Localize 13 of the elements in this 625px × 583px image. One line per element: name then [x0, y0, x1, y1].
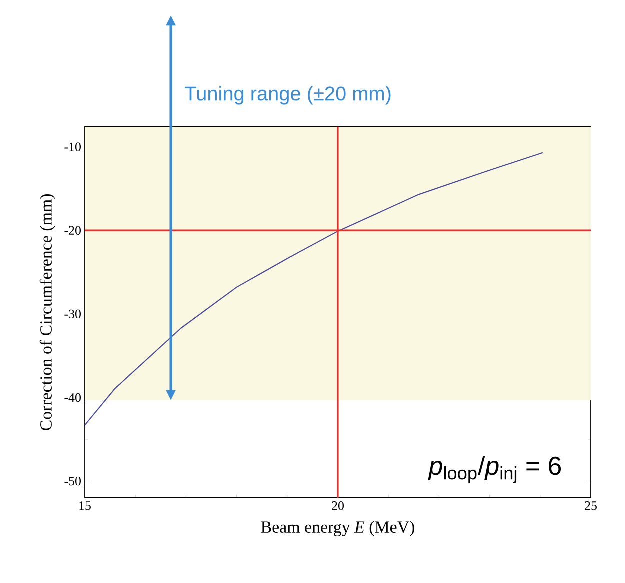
y-tick-label: -30	[64, 310, 81, 319]
annotation: p$_{loop}$/p$_{inj}$ = 6	[428, 456, 562, 484]
x-tick-label: 20	[332, 502, 344, 510]
x-tick-label: 15	[80, 502, 91, 510]
y-tick-label: -10	[64, 142, 81, 152]
y-tick-label: -50	[64, 476, 81, 486]
band-label: Tuning range (±20 mm)	[185, 86, 391, 105]
line-series	[84, 152, 544, 426]
x-axis-title: Beam energy E (MeV)	[261, 521, 414, 536]
y-tick-label: -40	[64, 393, 81, 402]
x-tick-label: 25	[585, 502, 597, 510]
y-axis-title: Correction of Circumference (mm)	[40, 194, 56, 431]
y-tick-label: -20	[64, 226, 81, 235]
